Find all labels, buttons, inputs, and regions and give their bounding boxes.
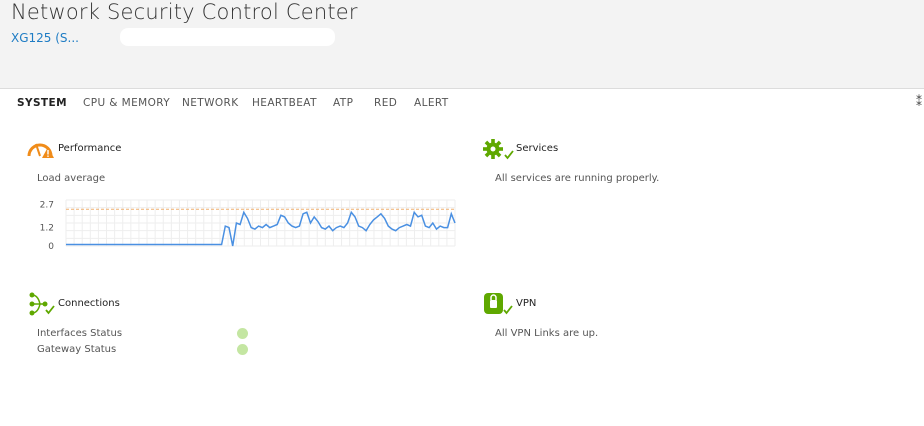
- tab-red[interactable]: RED: [374, 97, 398, 109]
- y-tick-label: 2.7: [40, 201, 54, 211]
- vpn-lock-icon: [484, 293, 513, 315]
- gateway-status-label: Gateway Status: [37, 344, 117, 355]
- chart-grid: [65, 199, 456, 247]
- tab-atp[interactable]: ATP: [333, 97, 354, 109]
- load-average-label: Load average: [37, 173, 106, 184]
- services-gear-icon: [483, 139, 514, 160]
- performance-title: Performance: [58, 143, 122, 154]
- services-status-text: All services are running properly.: [495, 173, 660, 184]
- tab-bar: SYSTEM CPU & MEMORY NETWORK HEARTBEAT AT…: [0, 97, 924, 117]
- vpn-status-text: All VPN Links are up.: [495, 328, 599, 339]
- tab-alert[interactable]: ALERT: [414, 97, 449, 109]
- vpn-title: VPN: [516, 298, 537, 309]
- performance-gauge-icon: [27, 143, 54, 158]
- tab-network[interactable]: NETWORK: [182, 97, 239, 109]
- y-tick-label: 1.2: [40, 224, 54, 234]
- redacted-region: [120, 28, 335, 46]
- connections-network-icon: [29, 292, 55, 316]
- interfaces-status-indicator: [237, 328, 248, 339]
- load-average-line: [66, 210, 456, 247]
- load-average-chart: 2.7 1.2 0: [40, 199, 456, 252]
- y-tick-label: 0: [48, 242, 54, 252]
- chart-y-axis: 2.7 1.2 0: [40, 201, 55, 252]
- tab-heartbeat[interactable]: HEARTBEAT: [252, 97, 317, 109]
- services-title: Services: [516, 143, 559, 154]
- device-info-link[interactable]: XG125 (S...: [11, 31, 79, 45]
- expand-icon[interactable]: ⁑: [916, 95, 922, 109]
- gateway-status-indicator: [237, 344, 248, 355]
- app-title: Network Security Control Center: [11, 0, 358, 24]
- connections-title: Connections: [58, 298, 120, 309]
- tab-cpu-memory[interactable]: CPU & MEMORY: [83, 97, 171, 109]
- interfaces-status-label: Interfaces Status: [37, 328, 123, 339]
- tab-system[interactable]: SYSTEM: [17, 97, 67, 109]
- header-bar: Network Security Control Center XG125 (S…: [0, 0, 924, 89]
